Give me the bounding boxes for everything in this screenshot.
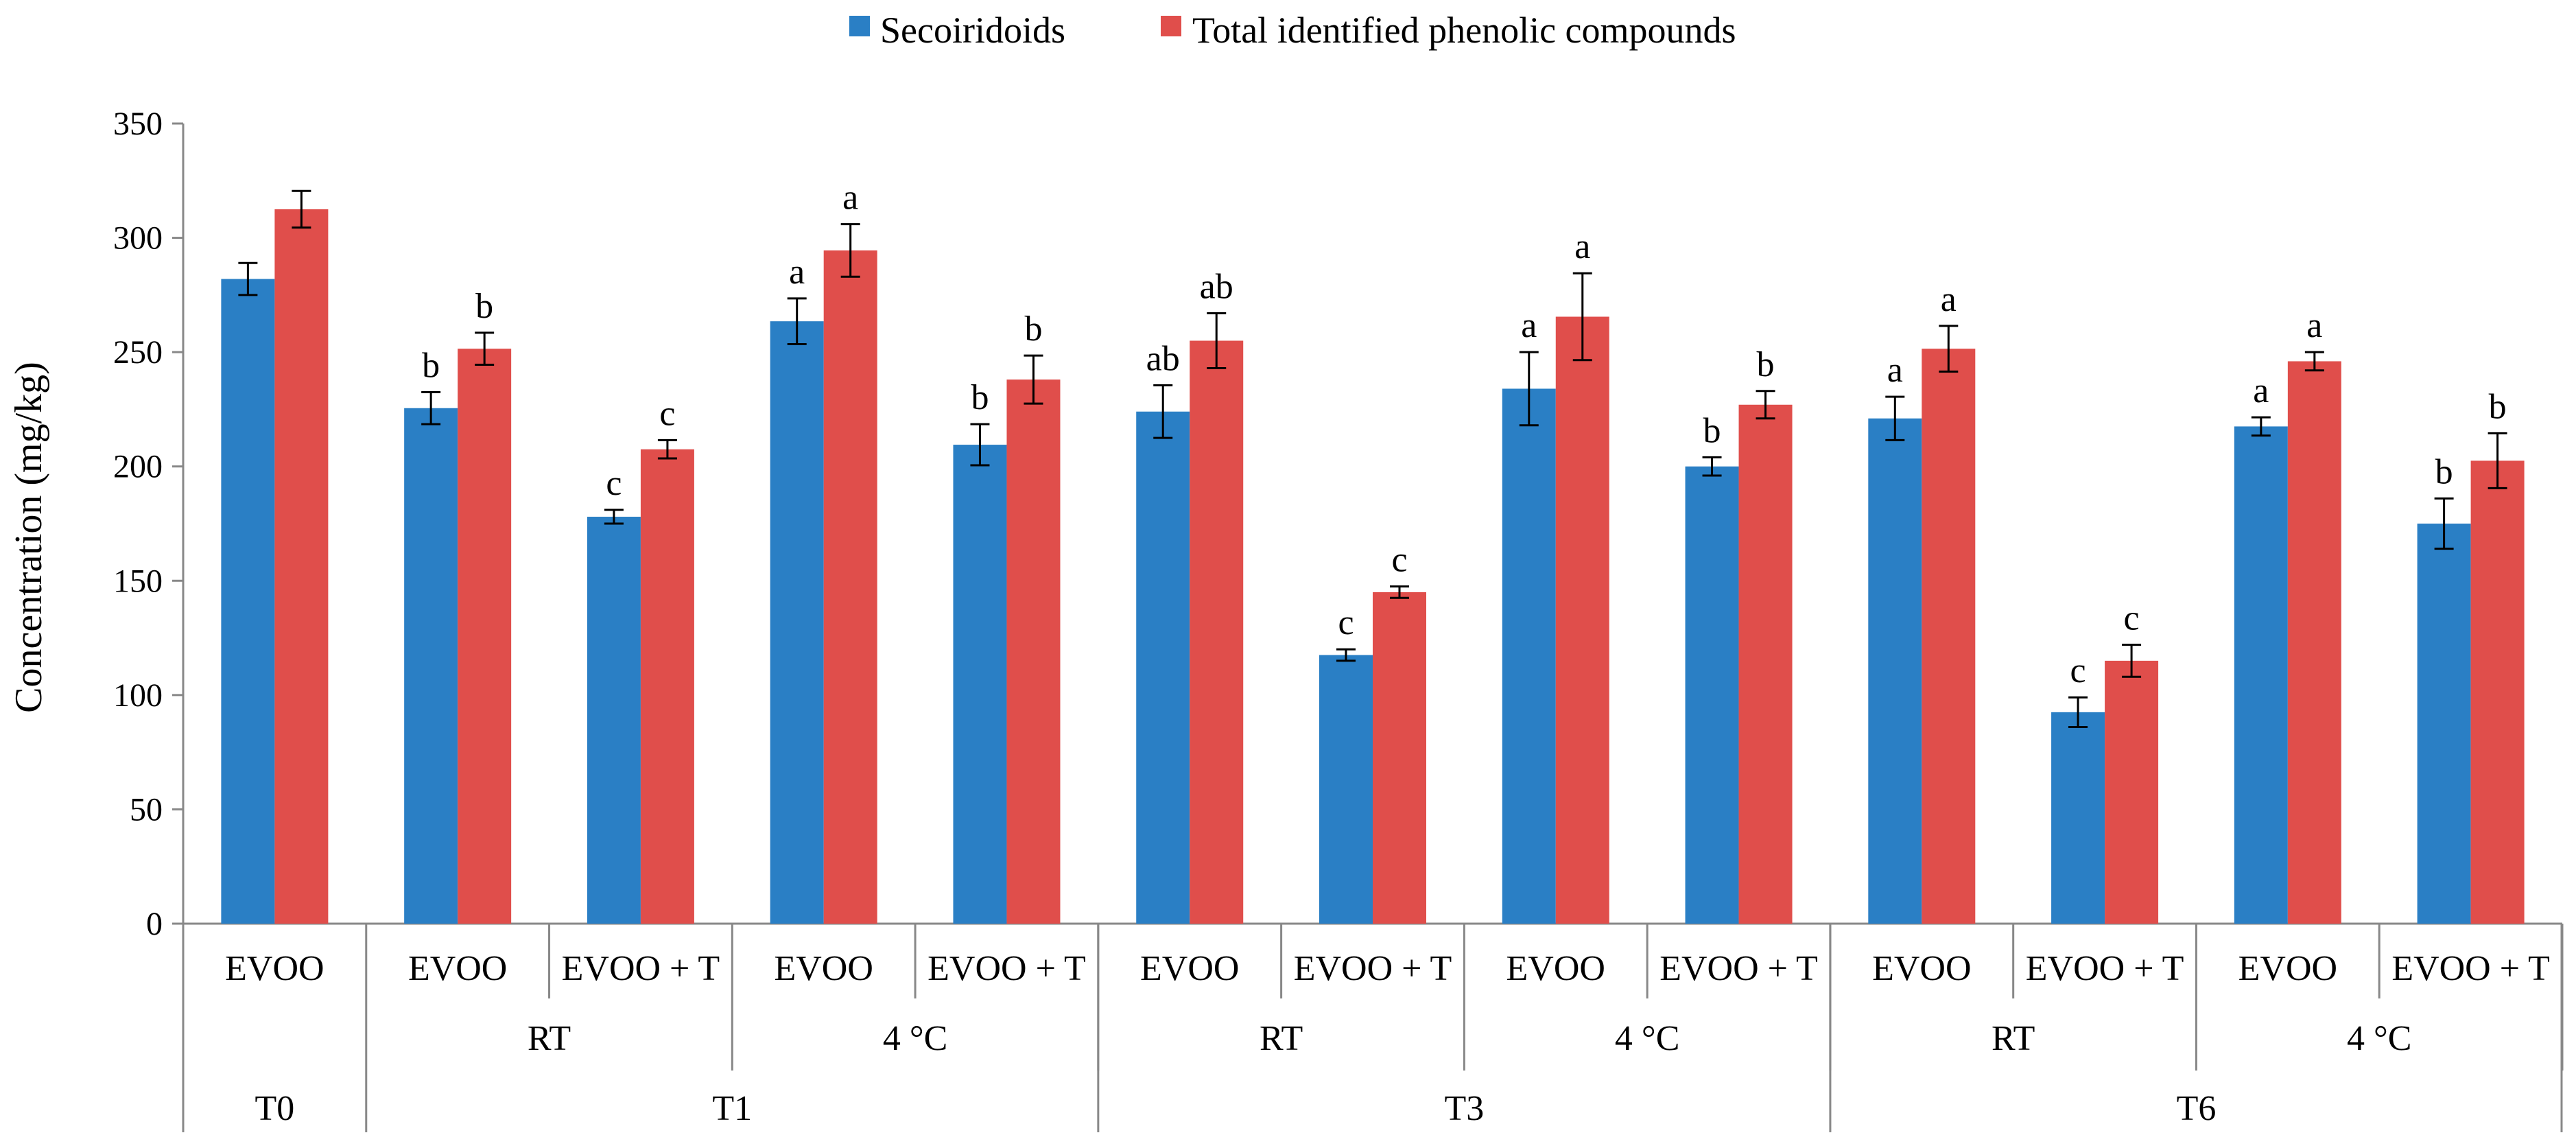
bar-total-phenolics	[823, 250, 877, 924]
legend-label-secoiridoids: Secoiridoids	[880, 10, 1065, 51]
legend-swatch-secoiridoids	[849, 16, 870, 36]
bar-total-phenolics	[2287, 361, 2341, 924]
bar-total-phenolics	[1738, 404, 1793, 924]
bar-total-phenolics	[1006, 379, 1061, 924]
significance-label: b	[422, 346, 440, 385]
significance-label: ab	[1200, 268, 1233, 307]
storage-group-label: 4 °C	[1615, 1019, 1679, 1058]
x-category-label: EVOO	[2238, 949, 2337, 988]
x-category-label: EVOO + T	[927, 949, 1086, 988]
significance-label: b	[2489, 387, 2507, 426]
x-category-label: EVOO + T	[2391, 949, 2550, 988]
significance-label: c	[659, 394, 675, 433]
legend-label-total-phenolics: Total identified phenolic compounds	[1192, 10, 1736, 51]
y-tick-label: 100	[113, 677, 163, 714]
significance-label: b	[475, 287, 493, 326]
x-category-label: EVOO	[225, 949, 324, 988]
bar-secoiridoids	[953, 445, 1007, 924]
significance-label: a	[2253, 371, 2269, 410]
x-category-label: EVOO + T	[1294, 949, 1452, 988]
x-category-label: EVOO	[774, 949, 873, 988]
bar-total-phenolics	[458, 349, 512, 924]
x-category-label: EVOO	[1506, 949, 1605, 988]
legend: Secoiridoids Total identified phenolic c…	[849, 10, 1736, 51]
storage-group-label: 4 °C	[883, 1019, 947, 1058]
bar-secoiridoids	[587, 517, 641, 924]
y-axis-title: Concentration (mg/kg)	[8, 362, 50, 713]
legend-swatch-total-phenolics	[1161, 16, 1181, 36]
bar-secoiridoids	[2417, 524, 2471, 924]
bar-secoiridoids	[2051, 712, 2105, 924]
bar-secoiridoids	[221, 279, 275, 924]
significance-label: b	[1024, 309, 1042, 349]
significance-label: c	[1338, 603, 1354, 642]
bar-secoiridoids	[1319, 655, 1373, 924]
storage-group-label: RT	[1992, 1019, 2035, 1058]
time-group-label: T0	[255, 1089, 295, 1128]
bar-secoiridoids	[404, 408, 458, 924]
bar-total-phenolics	[1190, 340, 1244, 924]
x-category-label: EVOO	[1140, 949, 1239, 988]
y-tick-label: 0	[146, 906, 163, 942]
bar-total-phenolics	[274, 209, 329, 924]
significance-label: a	[1887, 351, 1903, 390]
bar-secoiridoids	[1685, 466, 1739, 924]
significance-label: c	[2124, 599, 2140, 638]
time-group-label: T3	[1445, 1089, 1485, 1128]
significance-label: a	[1574, 227, 1590, 266]
y-tick-label: 200	[113, 449, 163, 485]
significance-label: b	[1757, 345, 1775, 384]
x-category-label: EVOO	[408, 949, 507, 988]
time-group-label: T6	[2177, 1089, 2217, 1128]
significance-label: a	[789, 253, 805, 292]
significance-label: a	[842, 178, 858, 218]
y-tick-label: 300	[113, 220, 163, 257]
bar-secoiridoids	[2234, 426, 2288, 924]
significance-label: ab	[1146, 339, 1180, 378]
y-tick-label: 150	[113, 563, 163, 599]
significance-label: c	[606, 464, 622, 503]
significance-label: a	[1521, 306, 1537, 345]
bar-secoiridoids	[770, 321, 824, 924]
bar-total-phenolics	[1922, 349, 1976, 924]
x-category-label: EVOO	[1872, 949, 1971, 988]
bar-total-phenolics	[1373, 592, 1426, 924]
bar-secoiridoids	[1502, 388, 1556, 924]
significance-label: a	[2306, 306, 2322, 345]
significance-label: a	[1941, 280, 1957, 319]
bar-secoiridoids	[1868, 418, 1922, 924]
bar-total-phenolics	[2105, 660, 2159, 924]
bar-total-phenolics	[2470, 460, 2525, 924]
time-group-label: T1	[712, 1089, 752, 1128]
bar-total-phenolics	[640, 449, 694, 924]
significance-label: b	[1703, 411, 1721, 450]
y-tick-label: 350	[113, 106, 163, 142]
significance-label: c	[2070, 651, 2086, 690]
y-tick-label: 250	[113, 334, 163, 371]
storage-group-label: RT	[1260, 1019, 1303, 1058]
significance-label: b	[2435, 452, 2453, 491]
significance-label: c	[1391, 541, 1407, 580]
x-category-label: EVOO + T	[1659, 949, 1818, 988]
x-category-label: EVOO + T	[2026, 949, 2184, 988]
bar-total-phenolics	[1555, 316, 1609, 924]
x-axis-categories: EVOO EVOO EVOO + T EVOO EVOO + T EVOO EVOO + T…	[182, 924, 2564, 1132]
storage-group-label: RT	[528, 1019, 571, 1058]
x-category-label: EVOO + T	[562, 949, 720, 988]
bar-secoiridoids	[1136, 411, 1190, 924]
y-tick-label: 50	[130, 791, 163, 828]
significance-label: b	[971, 378, 989, 417]
storage-group-label: 4 °C	[2347, 1019, 2411, 1058]
